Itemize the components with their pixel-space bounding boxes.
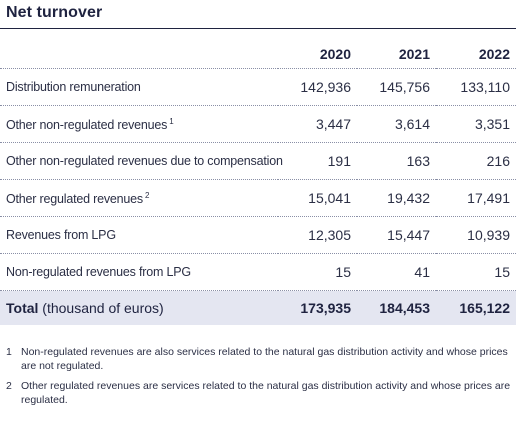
footnote-ref: 1 bbox=[169, 116, 174, 126]
footnote-ref: 2 bbox=[144, 190, 150, 200]
header-row: 2020 2021 2022 bbox=[0, 40, 516, 69]
row-label-text: Other regulated revenues bbox=[6, 191, 143, 206]
row-label: Other regulated revenues 2 bbox=[0, 179, 278, 217]
value-cell: 163 bbox=[357, 142, 436, 180]
total-value: 165,122 bbox=[436, 290, 516, 325]
row-label: Non-regulated revenues from LPG bbox=[0, 253, 278, 291]
total-value: 184,453 bbox=[357, 290, 436, 325]
title-divider bbox=[0, 28, 516, 29]
footnote-mark: 1 bbox=[6, 346, 12, 358]
footnote-text: Non-regulated revenues are also services… bbox=[21, 346, 508, 372]
table-title: Net turnover bbox=[6, 4, 103, 21]
unit-label: (thousand of euros) bbox=[42, 300, 164, 316]
total-value: 173,935 bbox=[278, 290, 357, 325]
value-cell: 3,351 bbox=[436, 105, 516, 143]
total-row: Total (thousand of euros) 173,935 184,45… bbox=[0, 290, 516, 325]
total-label-text: Total bbox=[6, 300, 39, 316]
net-turnover-table: 2020 2021 2022 Distribution remuneration… bbox=[0, 40, 516, 325]
row-label: Distribution remuneration bbox=[0, 68, 278, 106]
table-row: Other regulated revenues 2 15,041 19,432 … bbox=[0, 179, 516, 217]
row-label: Other non-regulated revenues 1 bbox=[0, 105, 278, 143]
value-cell: 133,110 bbox=[436, 68, 516, 106]
value-cell: 15 bbox=[278, 253, 357, 291]
value-cell: 3,447 bbox=[278, 105, 357, 143]
footnote-text: Other regulated revenues are services re… bbox=[21, 380, 511, 406]
value-cell: 3,614 bbox=[357, 105, 436, 143]
value-cell: 12,305 bbox=[278, 216, 357, 254]
total-label: Total (thousand of euros) bbox=[0, 290, 278, 325]
row-label: Revenues from LPG bbox=[0, 216, 278, 254]
value-cell: 145,756 bbox=[357, 68, 436, 106]
table-row: Non-regulated revenues from LPG 15 41 15 bbox=[0, 253, 516, 291]
footnotes: 1 Non-regulated revenues are also servic… bbox=[6, 345, 511, 413]
footnote: 1 Non-regulated revenues are also servic… bbox=[6, 345, 511, 373]
value-cell: 10,939 bbox=[436, 216, 516, 254]
row-label-text: Revenues from LPG bbox=[6, 228, 116, 242]
header-label-cell bbox=[0, 40, 278, 69]
value-cell: 15 bbox=[436, 253, 516, 291]
table-row: Other non-regulated revenues 1 3,447 3,61… bbox=[0, 105, 516, 143]
table-row: Distribution remuneration 142,936 145,75… bbox=[0, 68, 516, 106]
value-cell: 17,491 bbox=[436, 179, 516, 217]
value-cell: 19,432 bbox=[357, 179, 436, 217]
row-label-text: Other non-regulated revenues bbox=[6, 117, 168, 132]
row-label-text: Other non-regulated revenues due to comp… bbox=[6, 154, 283, 168]
year-header: 2021 bbox=[357, 40, 436, 69]
year-header: 2020 bbox=[278, 40, 357, 69]
value-cell: 15,041 bbox=[278, 179, 357, 217]
value-cell: 142,936 bbox=[278, 68, 357, 106]
row-label-text: Non-regulated revenues from LPG bbox=[6, 265, 191, 279]
row-label: Other non-regulated revenues due to comp… bbox=[0, 142, 283, 180]
value-cell: 15,447 bbox=[357, 216, 436, 254]
table-row: Revenues from LPG 12,305 15,447 10,939 bbox=[0, 216, 516, 254]
table-row: Other non-regulated revenues due to comp… bbox=[0, 142, 516, 180]
value-cell: 41 bbox=[357, 253, 436, 291]
footnote-mark: 2 bbox=[6, 380, 12, 392]
value-cell: 216 bbox=[436, 142, 516, 180]
year-header: 2022 bbox=[436, 40, 516, 69]
footnote: 2 Other regulated revenues are services … bbox=[6, 379, 511, 407]
value-cell: 191 bbox=[278, 142, 357, 180]
row-label-text: Distribution remuneration bbox=[6, 80, 141, 94]
